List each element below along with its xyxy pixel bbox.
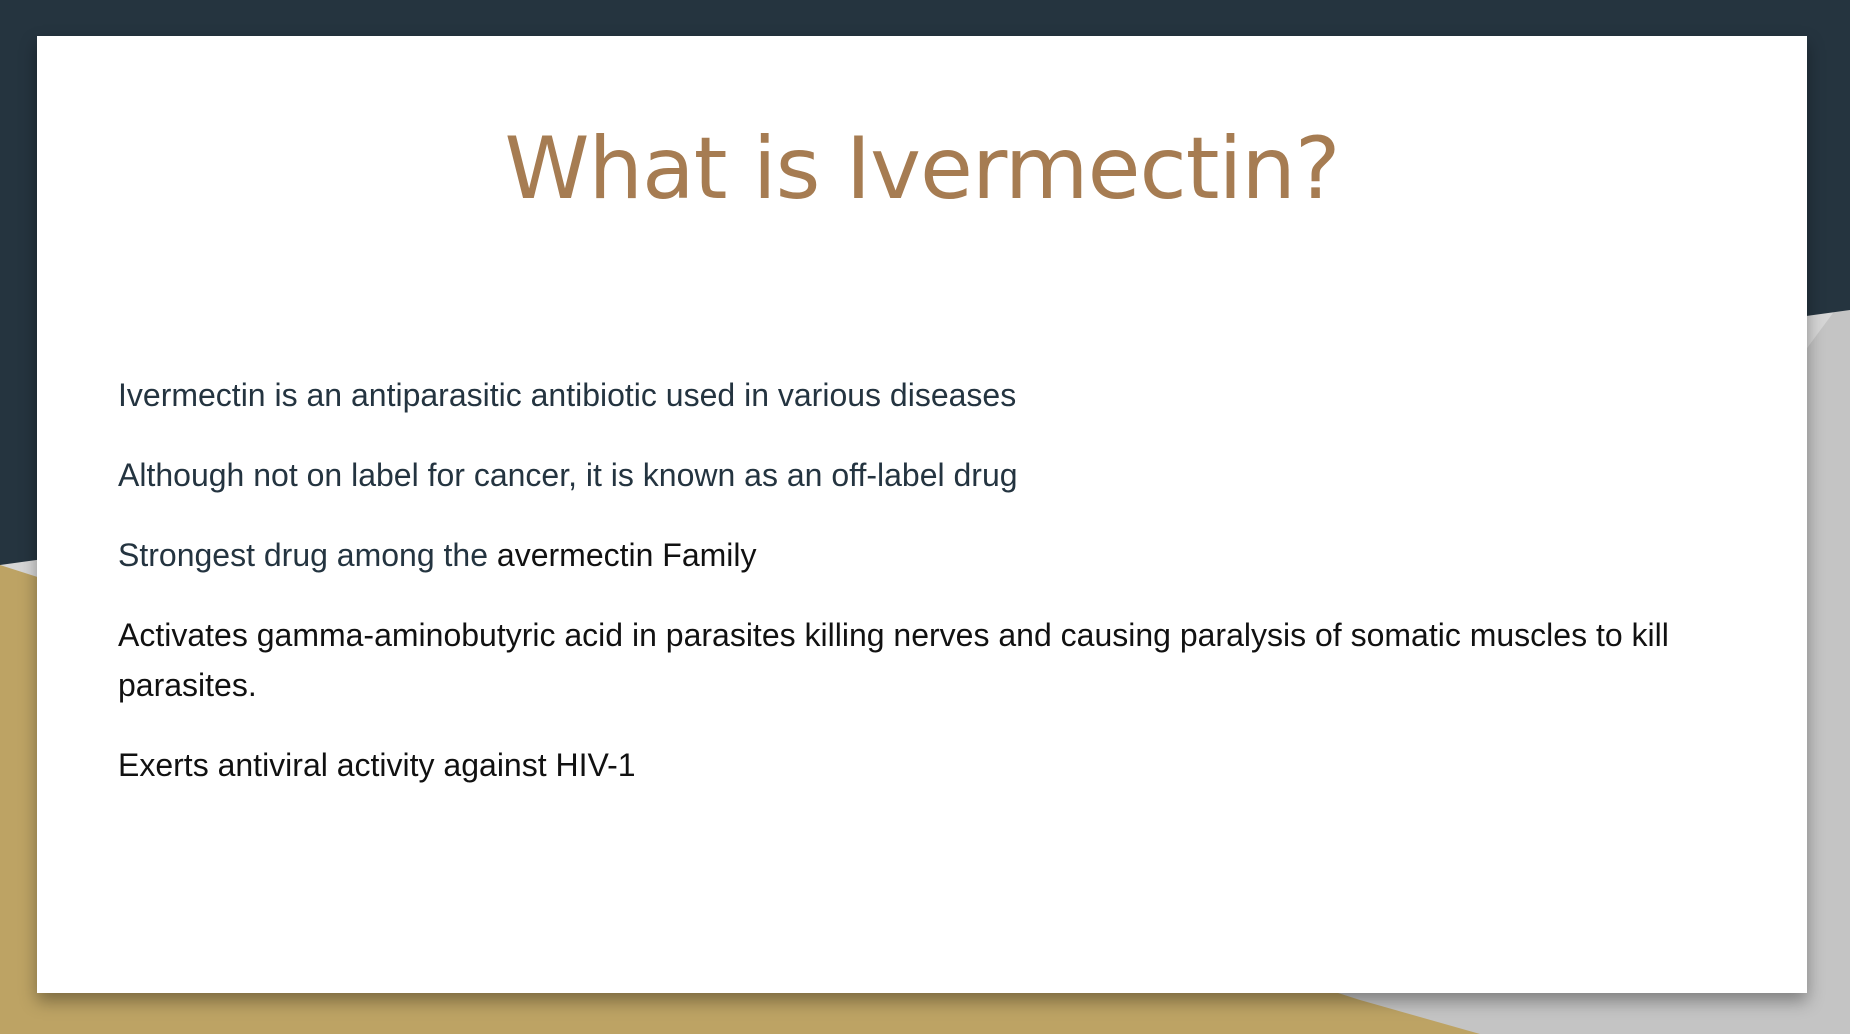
slide-canvas: What is Ivermectin? Ivermectin is an ant… (37, 36, 1807, 993)
slide-body-list: Ivermectin is an antiparasitic antibioti… (118, 370, 1718, 820)
list-item: Ivermectin is an antiparasitic antibioti… (118, 377, 1017, 413)
list-item-text-part: avermectin Family (496, 537, 757, 573)
slide-title: What is Ivermectin? (504, 119, 1340, 219)
list-item: Strongest drug among the avermectin Fami… (118, 530, 1718, 580)
list-item: Exerts antiviral activity against HIV-1 (118, 747, 636, 783)
list-item: Activates gamma-aminobutyric acid in par… (118, 617, 1669, 703)
list-item-text-part: Strongest drug among the (118, 537, 497, 573)
list-item: Although not on label for cancer, it is … (118, 457, 1018, 493)
